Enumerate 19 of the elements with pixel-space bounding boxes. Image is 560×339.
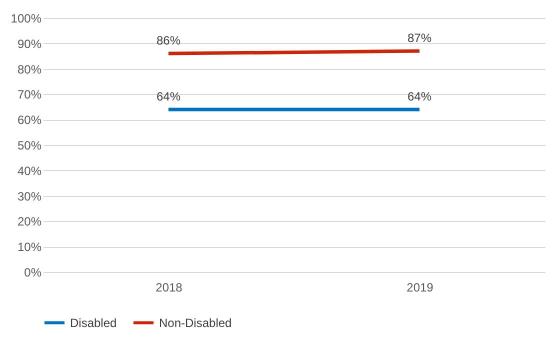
data-label: 64% <box>156 89 181 104</box>
y-tick-label: 100% <box>10 12 42 26</box>
data-label: 64% <box>407 89 432 104</box>
y-tick-label: 70% <box>17 88 42 102</box>
y-tick-label: 10% <box>17 240 42 254</box>
data-label: 87% <box>407 31 432 46</box>
y-tick-label: 60% <box>17 113 42 128</box>
data-label: 86% <box>156 34 181 48</box>
legend-label: Disabled <box>70 316 117 330</box>
y-tick-label: 80% <box>17 62 42 76</box>
y-tick-label: 90% <box>17 36 42 51</box>
y-tick-label: 0% <box>24 266 42 280</box>
y-tick-label: 30% <box>17 189 42 204</box>
y-tick-label: 20% <box>17 214 42 229</box>
legend-label: Non-Disabled <box>159 316 232 330</box>
x-tick-label: 2018 <box>156 280 183 294</box>
y-tick-label: 50% <box>17 138 42 152</box>
x-tick-label: 2019 <box>406 280 434 294</box>
y-tick-label: 40% <box>17 164 42 178</box>
